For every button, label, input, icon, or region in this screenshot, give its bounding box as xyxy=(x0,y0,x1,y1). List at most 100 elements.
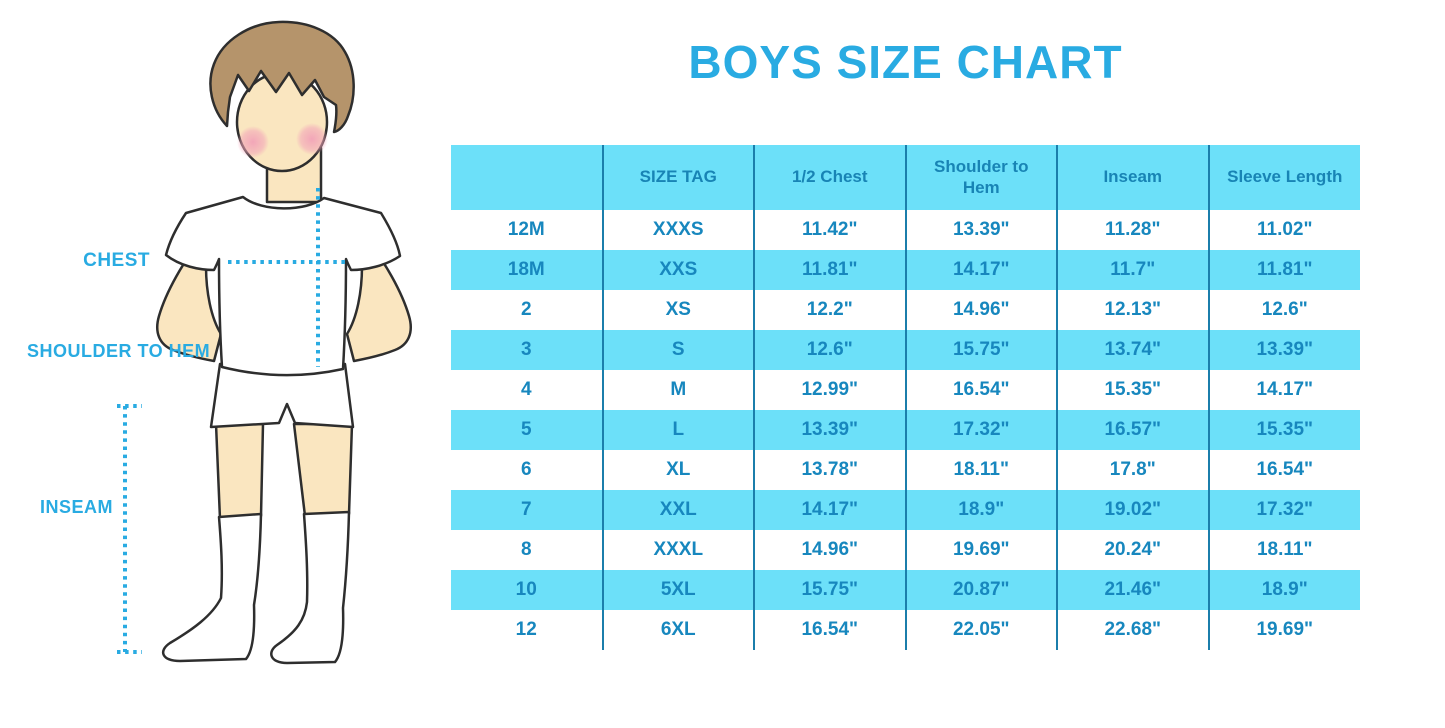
size-cell: 12.6" xyxy=(753,330,906,370)
size-cell: 11.28" xyxy=(1056,210,1209,250)
size-cell: 6XL xyxy=(601,610,754,650)
size-cell: 15.35" xyxy=(1056,370,1209,410)
size-cell: 16.54" xyxy=(753,610,906,650)
size-cell: XS xyxy=(601,290,754,330)
size-cell: 11.42" xyxy=(753,210,906,250)
size-cell: 11.81" xyxy=(753,250,906,290)
header-cell-inseam: Inseam xyxy=(1056,145,1209,210)
size-cell: 20.87" xyxy=(904,570,1057,610)
size-cell: 16.57" xyxy=(1056,410,1209,450)
header-cell-size-tag: SIZE TAG xyxy=(601,145,754,210)
size-cell: 13.39" xyxy=(904,210,1057,250)
size-cell: 17.32" xyxy=(1207,490,1360,530)
size-cell: 15.35" xyxy=(1207,410,1360,450)
size-cell: 22.68" xyxy=(1056,610,1209,650)
size-cell: 10 xyxy=(451,570,603,610)
boy-measurement-figure: CHEST SHOULDER TO HEM INSEAM xyxy=(0,0,450,723)
table-row: 2 XS 12.2" 14.96" 12.13" 12.6" xyxy=(451,290,1360,330)
size-cell: 19.02" xyxy=(1056,490,1209,530)
right-leg xyxy=(292,422,354,518)
size-cell: 16.54" xyxy=(904,370,1057,410)
table-row: 10 5XL 15.75" 20.87" 21.46" 18.9" xyxy=(451,570,1360,610)
header-cell-sleeve-length: Sleeve Length xyxy=(1207,145,1360,210)
size-cell: XXL xyxy=(601,490,754,530)
left-leg xyxy=(214,422,265,521)
size-cell: 7 xyxy=(451,490,603,530)
size-cell: XXXS xyxy=(601,210,754,250)
size-cell: 12.99" xyxy=(753,370,906,410)
table-row: 8 XXXL 14.96" 19.69" 20.24" 18.11" xyxy=(451,530,1360,570)
size-cell: 8 xyxy=(451,530,603,570)
size-cell: 5XL xyxy=(601,570,754,610)
inseam-label: INSEAM xyxy=(39,497,113,517)
size-cell: 15.75" xyxy=(904,330,1057,370)
hair xyxy=(209,20,355,134)
shoulder-to-hem-label: SHOULDER TO HEM xyxy=(27,341,211,361)
size-cell: 13.74" xyxy=(1056,330,1209,370)
shorts xyxy=(209,362,355,429)
tshirt xyxy=(164,195,402,377)
table-row: 12 6XL 16.54" 22.05" 22.68" 19.69" xyxy=(451,610,1360,650)
table-row: 12M XXXS 11.42" 13.39" 11.28" 11.02" xyxy=(451,210,1360,250)
right-arm xyxy=(345,240,412,363)
size-cell: 18M xyxy=(451,250,603,290)
size-cell: 22.05" xyxy=(904,610,1057,650)
size-cell: 18.11" xyxy=(904,450,1057,490)
blush-left-cheek xyxy=(237,126,269,158)
table-row: 7 XXL 14.17" 18.9" 19.02" 17.32" xyxy=(451,490,1360,530)
left-arm xyxy=(156,240,223,363)
size-cell: 20.24" xyxy=(1056,530,1209,570)
size-cell: 14.17" xyxy=(753,490,906,530)
table-row: 5 L 13.39" 17.32" 16.57" 15.35" xyxy=(451,410,1360,450)
size-cell: 14.17" xyxy=(1207,370,1360,410)
size-cell: L xyxy=(601,410,754,450)
size-cell: 13.78" xyxy=(753,450,906,490)
left-sock xyxy=(161,512,263,663)
size-cell: 17.32" xyxy=(904,410,1057,450)
boy-illustration xyxy=(117,20,412,665)
size-cell: 18.9" xyxy=(904,490,1057,530)
size-cell: 3 xyxy=(451,330,603,370)
table-row: 3 S 12.6" 15.75" 13.74" 13.39" xyxy=(451,330,1360,370)
size-cell: 13.39" xyxy=(753,410,906,450)
size-cell: XXXL xyxy=(601,530,754,570)
size-cell: 14.96" xyxy=(904,290,1057,330)
size-table: SIZE TAG 1/2 Chest Shoulder to Hem Insea… xyxy=(451,145,1360,650)
size-cell: 6 xyxy=(451,450,603,490)
header-cell-age xyxy=(451,145,603,210)
size-cell: 21.46" xyxy=(1056,570,1209,610)
size-cell: 19.69" xyxy=(1207,610,1360,650)
size-cell: 12.2" xyxy=(753,290,906,330)
header-cell-shoulder-to-hem: Shoulder to Hem xyxy=(904,145,1057,210)
size-cell: 12M xyxy=(451,210,603,250)
header-cell-half-chest: 1/2 Chest xyxy=(753,145,906,210)
size-cell: 18.9" xyxy=(1207,570,1360,610)
page-title: BOYS SIZE CHART xyxy=(688,36,1123,88)
size-cell: 19.69" xyxy=(904,530,1057,570)
size-cell: 11.81" xyxy=(1207,250,1360,290)
size-cell: 12 xyxy=(451,610,603,650)
table-row: 4 M 12.99" 16.54" 15.35" 14.17" xyxy=(451,370,1360,410)
blush-right-cheek xyxy=(296,123,328,155)
size-cell: XL xyxy=(601,450,754,490)
size-cell: 17.8" xyxy=(1056,450,1209,490)
table-row: 6 XL 13.78" 18.11" 17.8" 16.54" xyxy=(451,450,1360,490)
size-cell: 11.02" xyxy=(1207,210,1360,250)
size-cell: 15.75" xyxy=(753,570,906,610)
size-cell: 11.7" xyxy=(1056,250,1209,290)
size-cell: 16.54" xyxy=(1207,450,1360,490)
size-cell: 14.96" xyxy=(753,530,906,570)
size-cell: M xyxy=(601,370,754,410)
size-cell: S xyxy=(601,330,754,370)
size-cell: 14.17" xyxy=(904,250,1057,290)
size-cell: 5 xyxy=(451,410,603,450)
table-row: 18M XXS 11.81" 14.17" 11.7" 11.81" xyxy=(451,250,1360,290)
size-cell: 4 xyxy=(451,370,603,410)
size-cell: 2 xyxy=(451,290,603,330)
header-row: SIZE TAG 1/2 Chest Shoulder to Hem Insea… xyxy=(451,145,1360,210)
size-cell: XXS xyxy=(601,250,754,290)
size-cell: 12.13" xyxy=(1056,290,1209,330)
size-cell: 12.6" xyxy=(1207,290,1360,330)
size-cell: 13.39" xyxy=(1207,330,1360,370)
